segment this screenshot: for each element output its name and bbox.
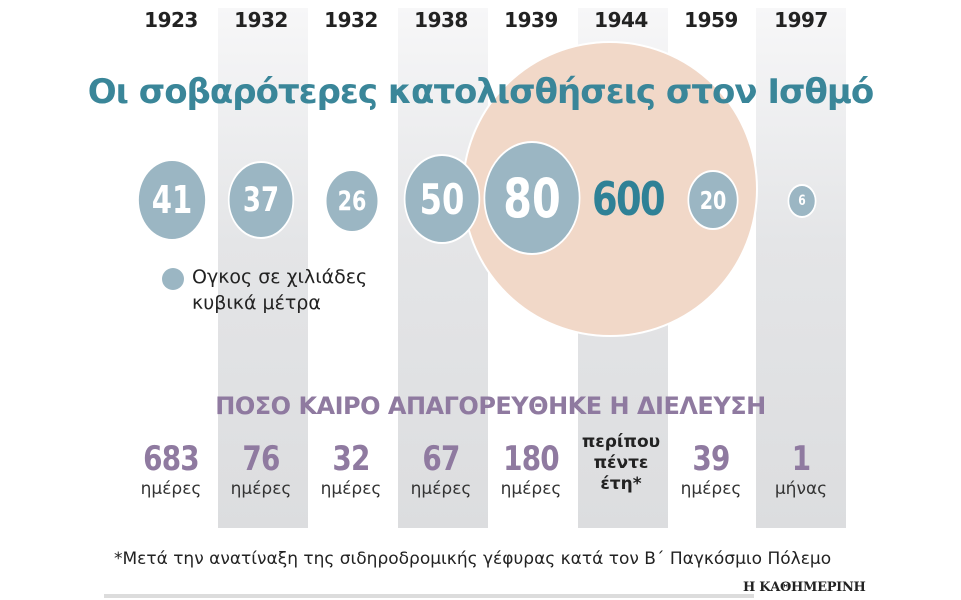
duration-unit: ημέρες [320, 479, 382, 499]
brand-logo: Η ΚΑΘΗΜΕΡΙΝΗ [743, 580, 866, 595]
duration-unit: ημέρες [500, 479, 562, 499]
volume-bubble: 50 [403, 154, 481, 244]
duration-unit: ημέρες [680, 479, 742, 499]
duration-text-line: περίπου [581, 432, 661, 452]
duration-text-line: πέντε [593, 453, 649, 473]
duration-unit: ημέρες [140, 479, 202, 499]
year-label: 1944 [594, 8, 648, 32]
year-label: 1938 [414, 8, 468, 32]
duration-unit: μήνας [774, 479, 828, 499]
bottom-divider [104, 594, 754, 598]
year-label: 1923 [144, 8, 198, 32]
year-label: 1997 [774, 8, 828, 32]
legend-label: Ογκος σε χιλιάδες κυβικά μέτρα [192, 264, 367, 316]
volume-bubble: 26 [324, 169, 380, 233]
duration-cell: 39 ημέρες [666, 440, 756, 500]
duration-cell: 76 ημέρες [216, 440, 306, 500]
duration-text-line: έτη* [600, 474, 642, 494]
year-label: 1932 [234, 8, 288, 32]
legend-line-1: Ογκος σε χιλιάδες [192, 266, 368, 288]
duration-value: 67 [422, 439, 460, 479]
duration-cell: 180 ημέρες [486, 440, 576, 500]
year-label: 1939 [504, 8, 558, 32]
year-label: 1932 [324, 8, 378, 32]
duration-cell: 683 ημέρες [126, 440, 216, 500]
duration-value: 1 [791, 439, 811, 479]
section-subtitle: ΠΟΣΟ ΚΑΙΡΟ ΑΠΑΓΟΡΕΥΘΗΚΕ Η ΔΙΕΛΕΥΣΗ [215, 392, 766, 420]
duration-cell-special: περίπου πέντε έτη* [576, 432, 666, 495]
duration-cell: 1 μήνας [756, 440, 846, 500]
volume-bubble: 80 [483, 141, 581, 255]
legend-line-2: κυβικά μέτρα [192, 292, 321, 314]
column-stripe-1997 [756, 8, 846, 528]
duration-value: 39 [692, 439, 730, 479]
duration-cell: 32 ημέρες [306, 440, 396, 500]
volume-bubble: 20 [687, 170, 739, 230]
volume-bubble: 37 [227, 161, 295, 239]
chart-title: Οι σοβαρότερες κατολισθήσεις στον Ισθμό [87, 72, 875, 112]
duration-unit: ημέρες [230, 479, 292, 499]
footnote: *Μετά την ανατίναξη της σιδηροδρομικής γ… [114, 549, 832, 569]
column-stripe-1932 [218, 8, 308, 528]
duration-value: 683 [143, 439, 200, 479]
volume-600-label: 600 [592, 172, 666, 226]
duration-value: 180 [503, 439, 560, 479]
year-label: 1959 [684, 8, 738, 32]
duration-value: 32 [332, 439, 370, 479]
volume-bubble: 6 [787, 184, 817, 218]
duration-value: 76 [242, 439, 280, 479]
legend-circle-icon [162, 268, 184, 290]
duration-cell: 67 ημέρες [396, 440, 486, 500]
column-stripe-1938 [398, 8, 488, 528]
duration-unit: ημέρες [410, 479, 472, 499]
volume-bubble: 41 [137, 159, 207, 241]
